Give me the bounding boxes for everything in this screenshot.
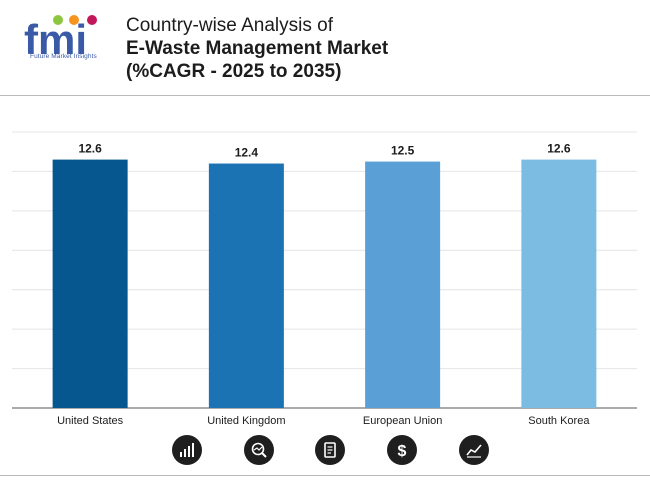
bar-chart: 12.6 United States 12.4 United Kingdom 12.5 E… <box>12 131 637 427</box>
title-line-3: (%CAGR - 2025 to 2035) <box>126 61 342 82</box>
logo-dot-orange <box>69 15 79 25</box>
trend-line-icon <box>459 435 489 465</box>
data-label: 12.6 <box>78 142 102 156</box>
chart-title: Country-wise Analysis of E-Waste Managem… <box>126 14 388 83</box>
svg-text:$: $ <box>398 443 407 459</box>
title-line-1: Country-wise Analysis of <box>126 15 333 36</box>
header: fmi Future Market Insights Country-wise … <box>0 0 650 95</box>
bar-chart-icon <box>172 435 202 465</box>
bar-united-kingdom <box>208 163 284 408</box>
x-tick-label: South Korea <box>528 415 590 427</box>
x-tick-label: United States <box>57 415 124 427</box>
fmi-logo: fmi <box>24 15 97 63</box>
dollar-icon: $ <box>387 435 417 465</box>
logo-dot-magenta <box>87 15 97 25</box>
bar-european-union <box>365 161 441 408</box>
footer-divider <box>0 475 650 476</box>
magnifier-chart-icon <box>244 435 274 465</box>
logo-tagline: Future Market Insights <box>30 53 97 60</box>
header-divider <box>0 95 650 96</box>
logo-dot-green <box>53 15 63 25</box>
data-label: 12.6 <box>547 142 571 156</box>
title-line-2: E-Waste Management Market <box>126 38 389 59</box>
bar-south-korea <box>521 159 597 408</box>
x-tick-label: European Union <box>363 415 443 427</box>
footer-icons: $ <box>0 435 650 471</box>
document-icon <box>315 435 345 465</box>
bar-united-states <box>52 159 128 408</box>
x-tick-label: United Kingdom <box>207 415 285 427</box>
data-label: 12.5 <box>391 144 415 158</box>
data-label: 12.4 <box>235 146 259 160</box>
